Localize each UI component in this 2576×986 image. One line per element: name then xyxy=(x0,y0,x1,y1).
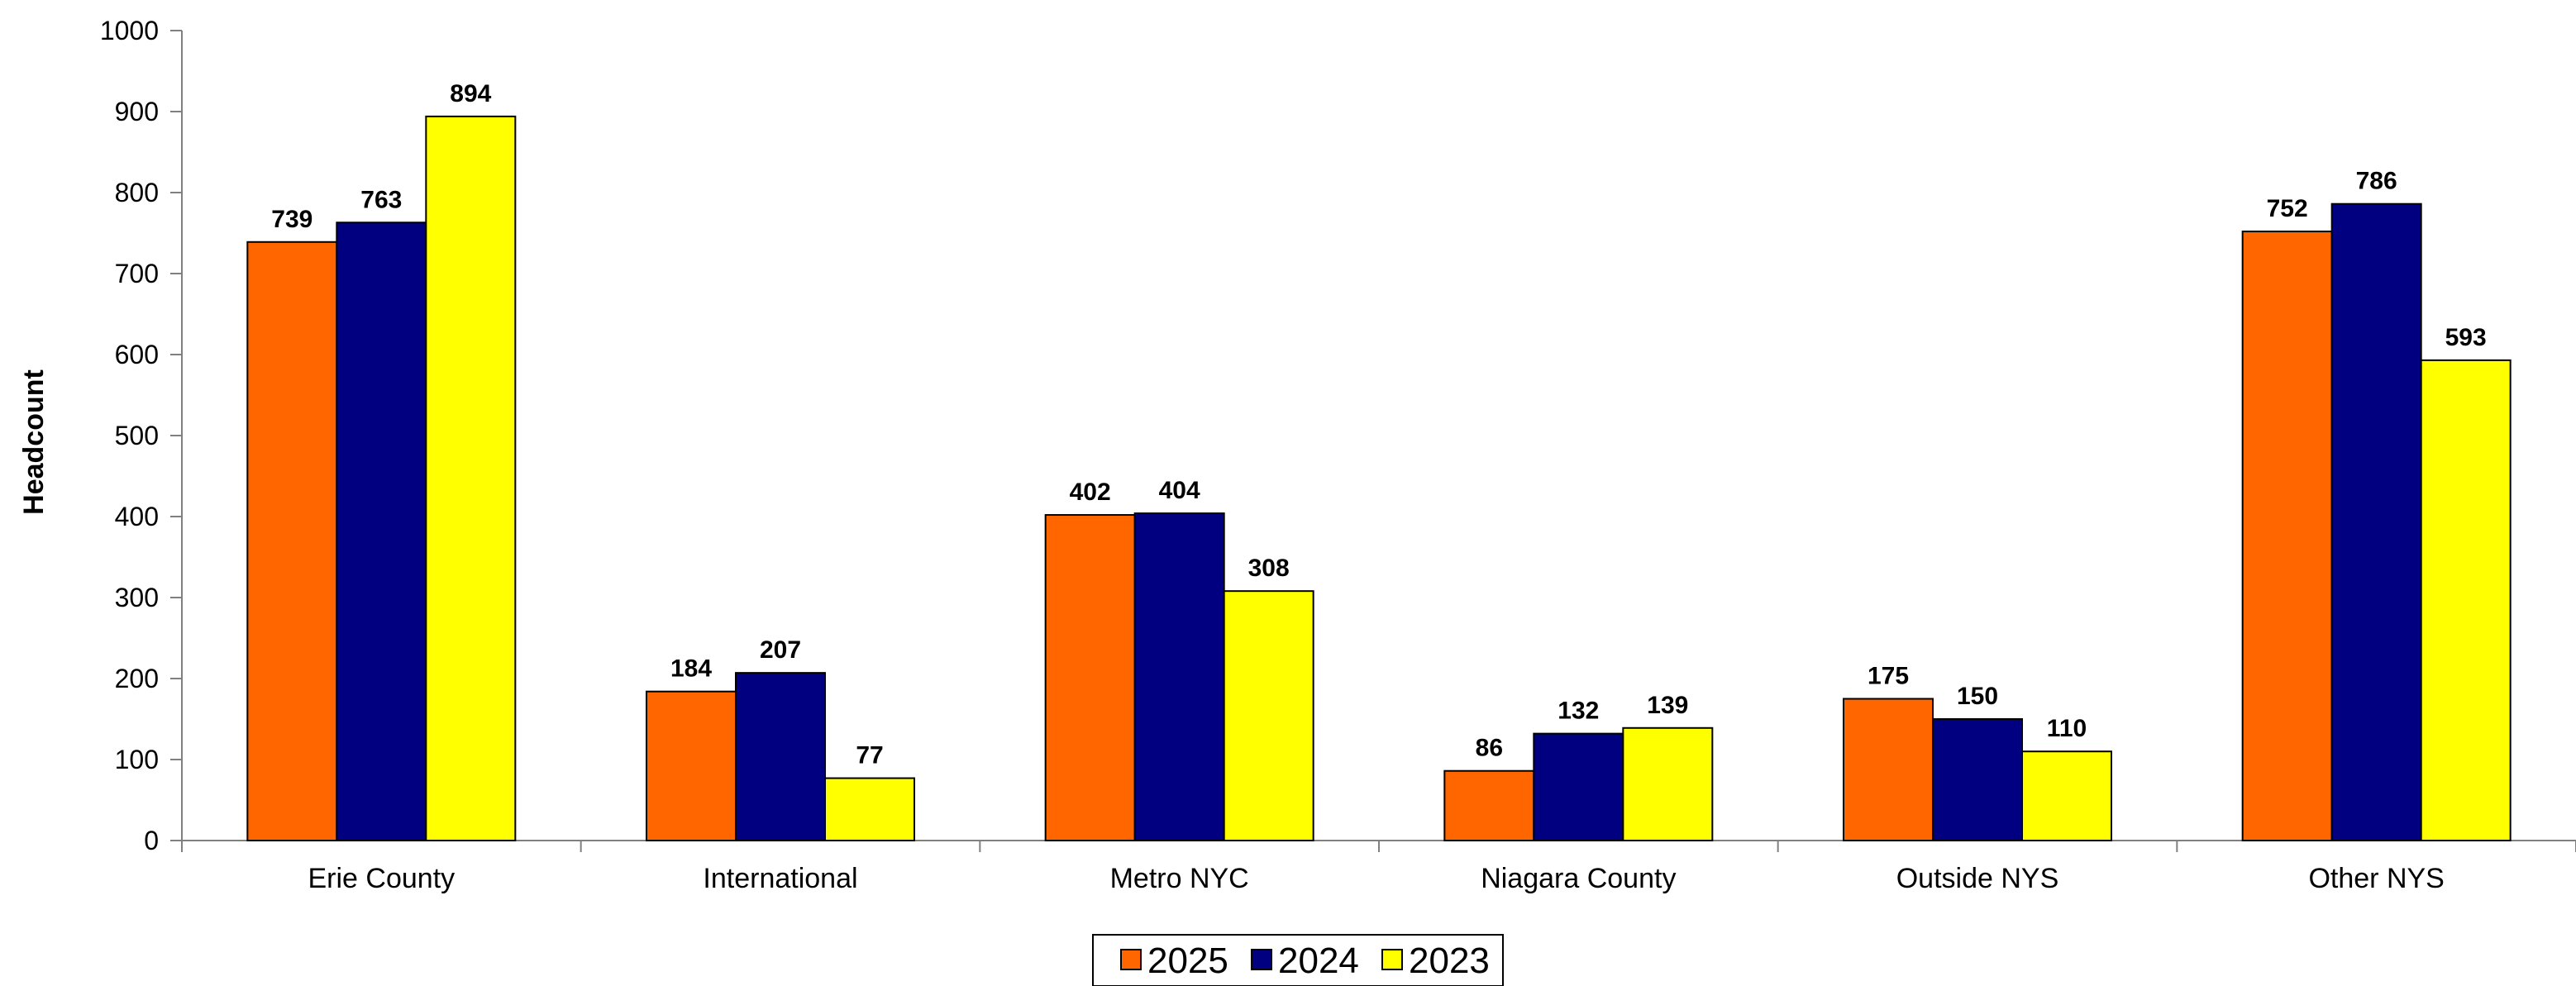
data-label: 404 xyxy=(1159,477,1200,504)
data-labels: 739 763 894 184 207 77 402 404 308 86 132 139 175 150… xyxy=(271,80,2486,769)
y-tick-label: 400 xyxy=(115,502,159,531)
legend-label-2024: 2024 xyxy=(1278,941,1359,981)
bar-2023-niagara-county xyxy=(1622,726,1714,842)
category-label: International xyxy=(703,863,857,894)
category-label: Other NYS xyxy=(2308,863,2444,894)
bar-2025-international xyxy=(646,690,737,841)
bar-2023-metro-nyc xyxy=(1223,590,1314,841)
y-tick-label: 700 xyxy=(115,259,159,288)
data-label: 402 xyxy=(1070,479,1111,506)
data-label: 86 xyxy=(1476,735,1503,762)
y-tick-label: 1000 xyxy=(100,16,159,45)
bar-2024-niagara-county xyxy=(1533,732,1624,842)
bar-2025-outside-nys xyxy=(1843,698,1934,841)
legend-label-2025: 2025 xyxy=(1147,941,1228,981)
data-label: 139 xyxy=(1647,692,1688,719)
category-labels: Erie County International Metro NYC Niagara… xyxy=(308,863,2445,894)
y-tick-label: 600 xyxy=(115,340,159,369)
data-label: 132 xyxy=(1558,698,1599,725)
category-label: Outside NYS xyxy=(1896,863,2059,894)
y-tick-label: 900 xyxy=(115,97,159,126)
bar-2023-outside-nys xyxy=(2021,750,2112,842)
bar-2025-niagara-county xyxy=(1443,769,1535,841)
x-axis xyxy=(181,840,2576,852)
bar-2023-other-nys xyxy=(2420,359,2512,841)
data-label: 207 xyxy=(760,636,801,664)
bar-2025-erie-county xyxy=(246,241,338,841)
data-label: 150 xyxy=(1957,683,1998,710)
data-label: 739 xyxy=(271,206,312,233)
data-label: 184 xyxy=(670,655,712,683)
y-tick-label: 0 xyxy=(144,826,159,855)
bar-2024-erie-county xyxy=(336,221,427,841)
y-tick-label: 300 xyxy=(115,583,159,612)
legend-box xyxy=(1092,934,1504,986)
legend-swatch-2025 xyxy=(1120,949,1142,970)
bars xyxy=(246,115,2512,842)
data-label: 110 xyxy=(2047,715,2087,742)
legend-swatch-2024 xyxy=(1251,949,1272,970)
category-label: Niagara County xyxy=(1481,863,1676,894)
bar-2023-erie-county xyxy=(425,115,517,841)
legend: 2025 2024 2023 xyxy=(1092,934,1504,986)
category-label: Metro NYC xyxy=(1110,863,1249,894)
bar-2023-international xyxy=(824,777,915,841)
data-label: 593 xyxy=(2445,324,2487,351)
bar-2025-other-nys xyxy=(2241,231,2333,842)
data-label: 308 xyxy=(1248,555,1290,582)
data-label: 894 xyxy=(450,80,491,107)
bar-2024-outside-nys xyxy=(1932,718,2023,841)
bar-2024-metro-nyc xyxy=(1133,512,1225,842)
category-label: Erie County xyxy=(308,863,456,894)
data-label: 752 xyxy=(2267,195,2308,222)
data-label: 175 xyxy=(1868,663,1909,690)
bar-2025-metro-nyc xyxy=(1044,514,1136,841)
y-axis-title: Headcount xyxy=(18,369,50,515)
y-tick-label: 100 xyxy=(115,745,159,774)
bar-2024-other-nys xyxy=(2330,202,2422,842)
legend-swatch-2023 xyxy=(1381,949,1403,970)
y-tick-label: 800 xyxy=(115,178,159,207)
y-axis: 0 100 200 300 400 500 600 700 800 900 1000 xyxy=(100,16,183,855)
data-label: 786 xyxy=(2356,168,2397,195)
data-label: 763 xyxy=(360,186,402,213)
bar-2024-international xyxy=(735,672,826,842)
y-tick-label: 500 xyxy=(115,421,159,450)
y-tick-label: 200 xyxy=(115,664,159,693)
legend-label-2023: 2023 xyxy=(1409,941,1490,981)
data-label: 77 xyxy=(856,742,883,769)
